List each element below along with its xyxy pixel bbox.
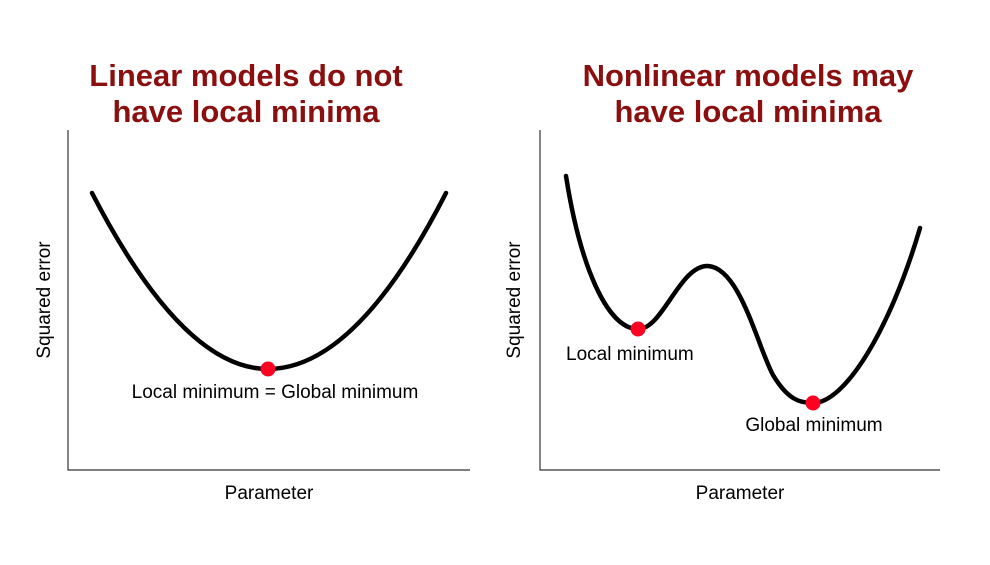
global-minimum-marker	[806, 396, 821, 411]
linear-error-curve	[92, 193, 446, 369]
nonlinear-plot: Local minimum Global minimum Squared err…	[495, 0, 990, 565]
linear-model-panel: Linear models do not have local minima L…	[0, 0, 495, 565]
linear-minimum-label: Local minimum = Global minimum	[132, 382, 419, 403]
linear-y-axis-label: Squared error	[34, 241, 55, 359]
local-minimum-label: Local minimum	[566, 344, 694, 365]
nonlinear-error-curve	[566, 176, 920, 403]
global-minimum-label: Global minimum	[745, 415, 882, 436]
nonlinear-x-axis-label: Parameter	[696, 483, 785, 504]
linear-axes	[68, 130, 470, 470]
local-minimum-marker	[631, 322, 646, 337]
nonlinear-y-axis-label-visible: Squared error	[504, 241, 525, 359]
linear-plot: Local minimum = Global minimum Squared e…	[0, 0, 495, 565]
linear-x-axis-label: Parameter	[225, 483, 314, 504]
nonlinear-model-panel: Nonlinear models may have local minima L…	[495, 0, 990, 565]
linear-minimum-marker	[261, 362, 276, 377]
